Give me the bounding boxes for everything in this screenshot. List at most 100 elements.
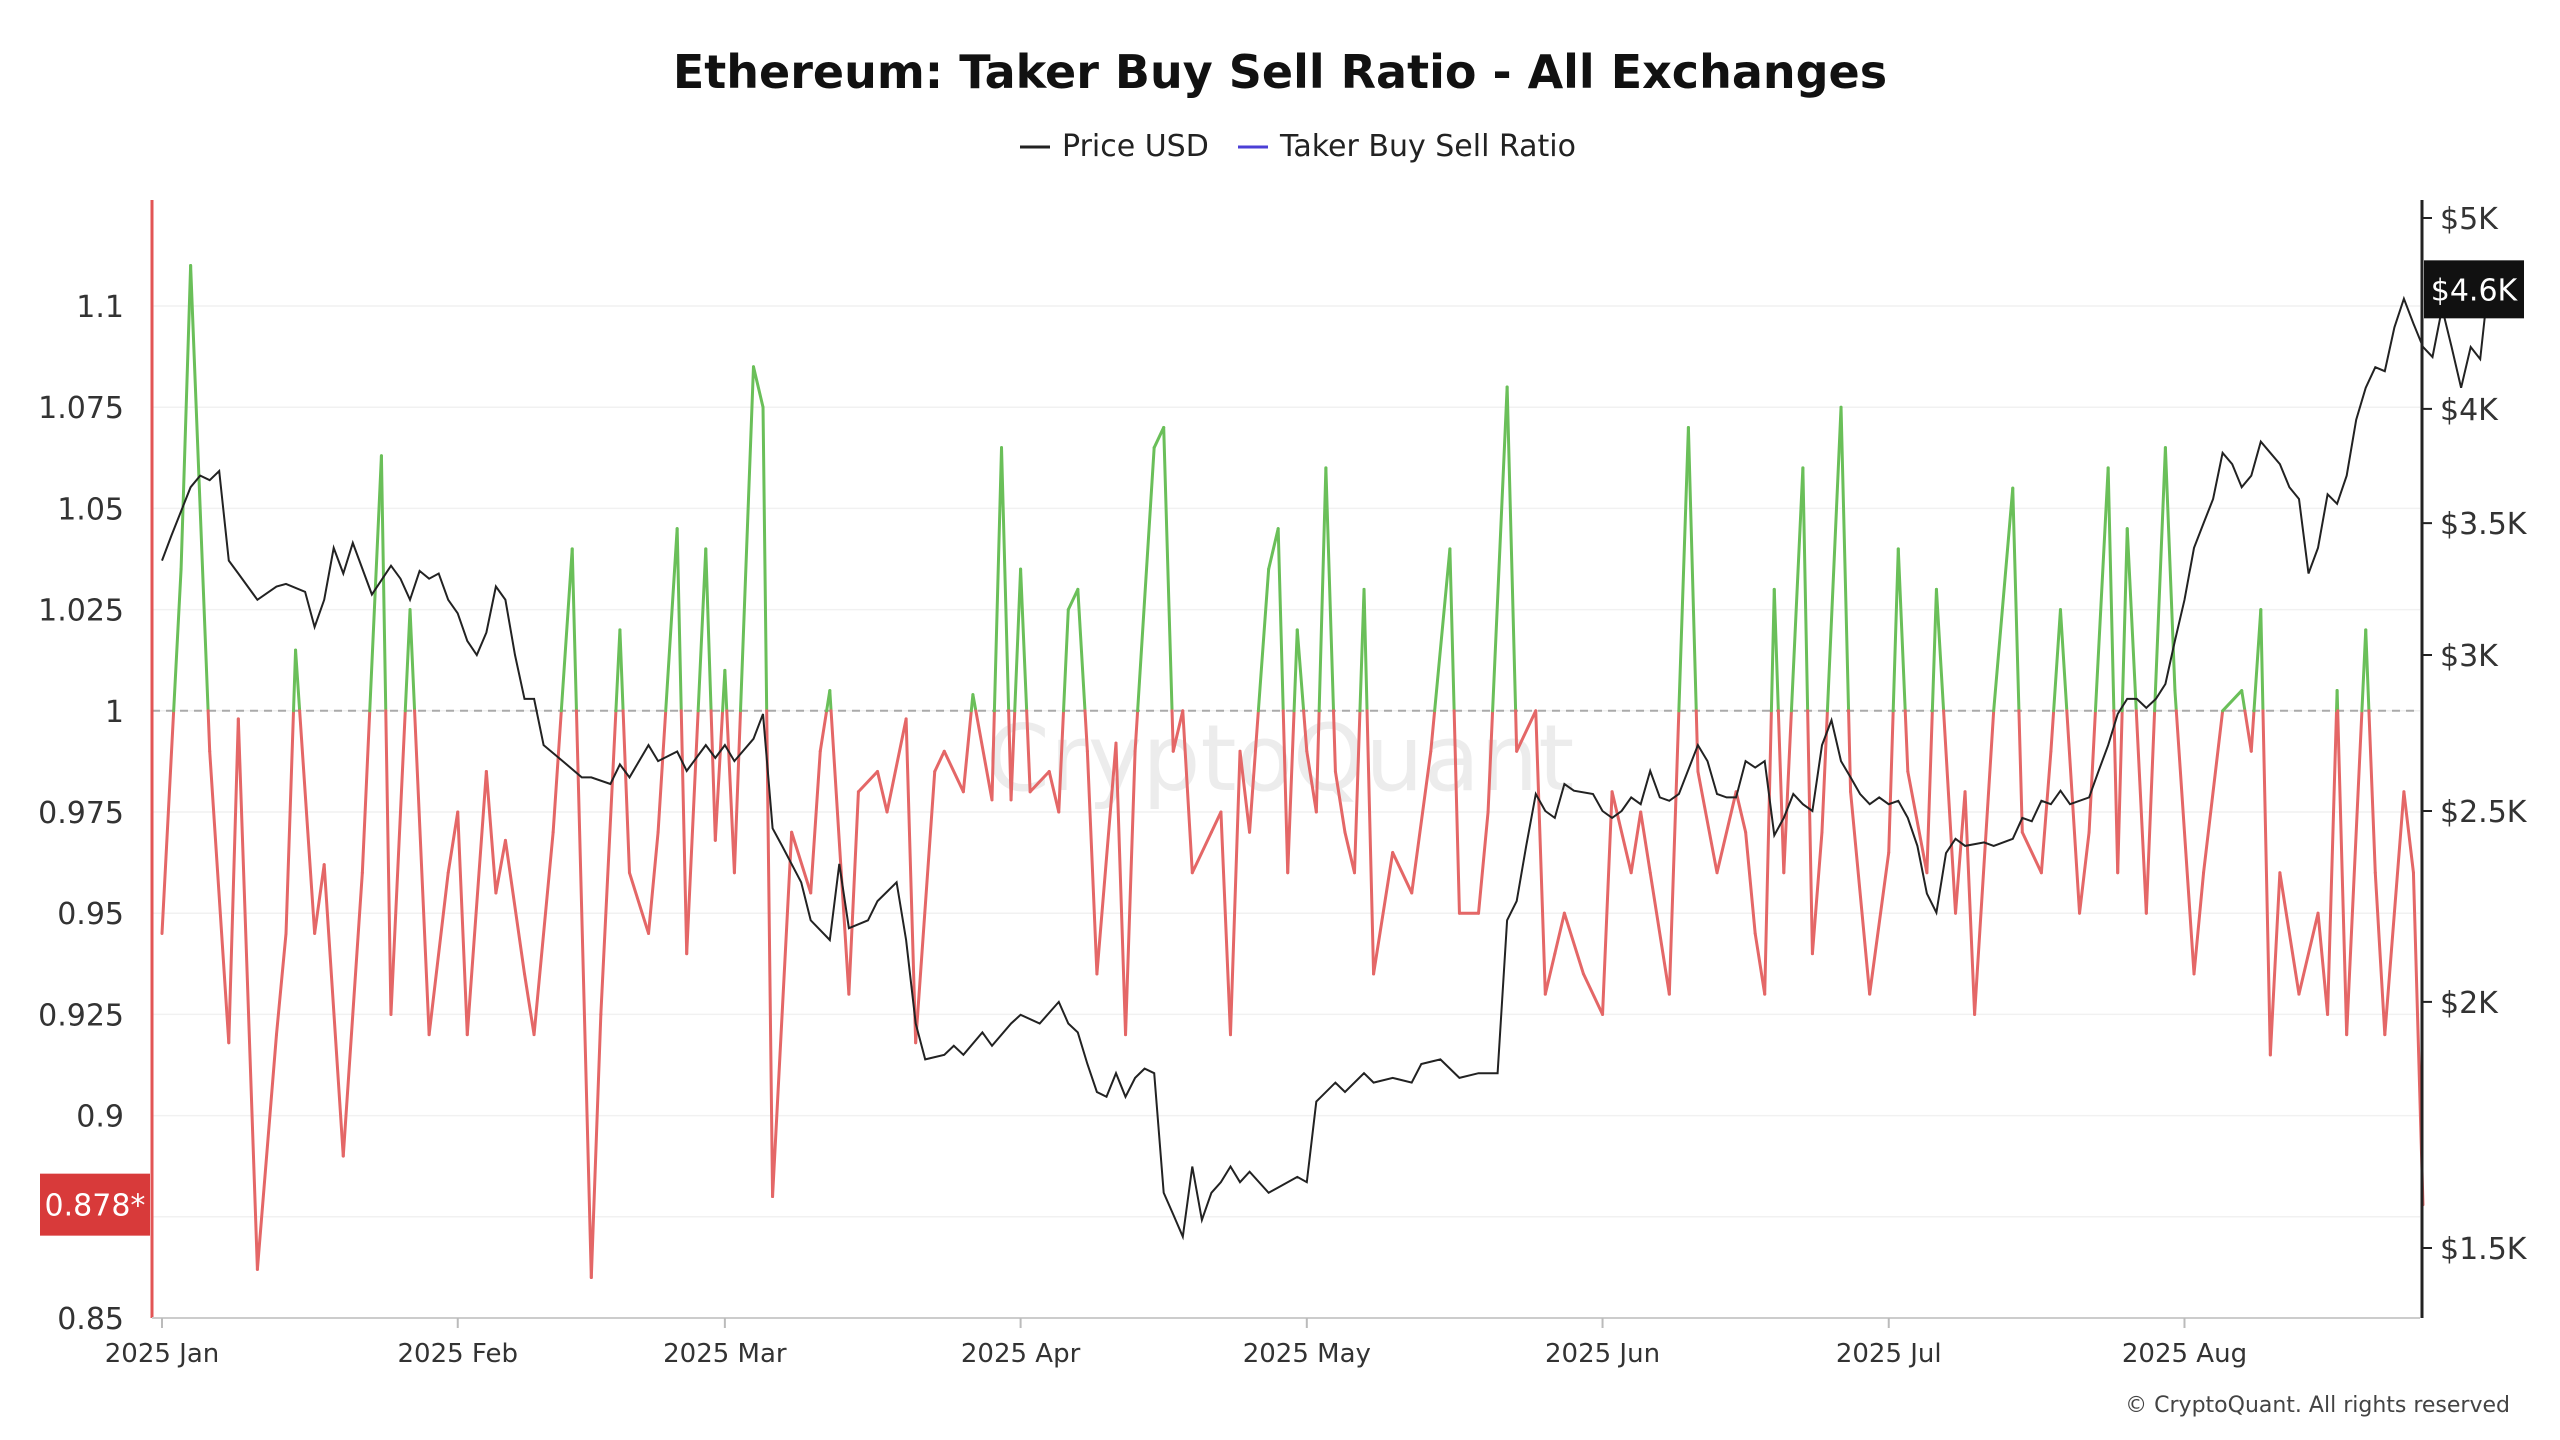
ratio-segment <box>1083 709 1089 753</box>
ratio-segment <box>2078 830 2091 915</box>
ratio-segment <box>255 1033 278 1271</box>
ratio-segment <box>1190 830 1213 875</box>
ratio-segment <box>408 608 417 713</box>
ratio-segment <box>2173 689 2178 713</box>
ratio-segment <box>2261 709 2272 1057</box>
ratio-segment <box>1648 871 1671 996</box>
ratio-segment <box>1810 830 1824 956</box>
ratio-segment <box>1906 770 1929 875</box>
ratio-segment <box>1162 425 1174 713</box>
ratio-segment <box>1715 790 1738 875</box>
ratio-segment <box>2134 709 2148 915</box>
ratio-segment <box>2336 709 2349 1037</box>
ratio-segment <box>704 547 713 713</box>
ratio-segment <box>1452 709 1461 915</box>
ratio-segment <box>2174 709 2196 976</box>
ratio-segment <box>1302 709 1309 753</box>
x-tick-label: 2025 Mar <box>663 1339 787 1369</box>
ratio-segment <box>1677 425 1690 713</box>
ratio-segment <box>664 527 679 713</box>
ratio-segment <box>1515 709 1538 753</box>
legend-ratio-label: Taker Buy Sell Ratio <box>1279 129 1576 164</box>
right-tick-label: $5K <box>2440 202 2499 237</box>
ratio-segment <box>465 770 488 1037</box>
ratio-segment <box>818 709 829 753</box>
ratio-segment <box>809 749 822 895</box>
ratio-segment <box>206 709 212 753</box>
ratio-segment <box>709 709 717 842</box>
ratio-segment <box>172 567 183 713</box>
current-ratio-marker: 0.878* <box>40 1173 150 1236</box>
ratio-segment <box>942 749 965 794</box>
ratio-segment <box>1776 709 1786 875</box>
ratio-segment <box>1372 850 1395 976</box>
ratio-segment <box>360 709 372 875</box>
ratio-segment <box>2364 628 2371 713</box>
ratio-segment <box>1686 425 1698 713</box>
ratio-segment <box>933 749 946 774</box>
ratio-segment <box>1868 850 1891 996</box>
x-tick-label: 2025 May <box>1243 1339 1371 1369</box>
ratio-segment <box>1930 587 1938 713</box>
ratio-segment <box>1181 709 1194 875</box>
ratio-segment <box>2039 749 2053 875</box>
x-tick-label: 2025 Aug <box>2122 1339 2247 1369</box>
ratio-segment <box>1934 587 1946 713</box>
ratio-segment <box>696 547 708 713</box>
copyright: © CryptoQuant. All rights reserved <box>2125 1393 2510 1418</box>
right-tick-label: $2K <box>2440 986 2499 1021</box>
ratio-segment <box>1333 770 1347 834</box>
ratio-segment <box>1076 587 1087 713</box>
ratio-segment <box>1667 709 1681 996</box>
left-axis-ticks: 0.85 0.9 0.925 0.95 0.975 1 1.025 1.05 1.075 1.1 <box>38 290 124 1337</box>
right-tick-label: $1.5K <box>2440 1232 2528 1267</box>
ratio-segment <box>1954 790 1967 915</box>
ratio-segment <box>2278 871 2301 996</box>
ratio-segment <box>1744 830 1757 935</box>
price-series <box>161 268 2520 1241</box>
ratio-segment <box>971 693 978 713</box>
ratio-segment <box>1782 709 1793 875</box>
ratio-segment <box>368 454 383 713</box>
ratio-segment <box>2249 709 2256 753</box>
ratio-segment <box>2221 689 2244 713</box>
ratio-segment <box>1066 587 1080 612</box>
ratio-segment <box>1170 709 1175 753</box>
ratio-segment <box>675 527 683 713</box>
ratio-segment <box>208 749 231 1045</box>
ratio-segment <box>1448 547 1456 713</box>
ratio-segment <box>341 871 364 1158</box>
ratio-segment <box>1095 741 1118 976</box>
ratio-segment <box>1295 628 1306 713</box>
ratio-segment <box>2120 527 2129 713</box>
ratio-segment <box>1514 709 1519 753</box>
ratio-segment <box>1267 527 1280 571</box>
watermark: CryptoQuant <box>986 705 1575 812</box>
left-tick-label: 0.85 <box>57 1302 124 1337</box>
ratio-segment <box>1013 567 1023 713</box>
right-tick-label: $2.5K <box>2440 795 2528 830</box>
current-ratio-box <box>40 1173 150 1236</box>
ratio-segment <box>1429 709 1437 753</box>
ratio-segment <box>621 709 631 875</box>
ratio-segment <box>1694 709 1700 774</box>
ratio-segment <box>2125 527 2138 713</box>
x-tick-label: 2025 Feb <box>398 1339 518 1369</box>
ratio-segment <box>427 871 450 1037</box>
ratio-segment <box>1209 810 1223 834</box>
right-axis-ticks: $1.5K $2K $2.5K $3K $3.5K $4K $5K <box>2422 202 2528 1267</box>
ratio-segment <box>446 810 460 875</box>
ratio-segment <box>1629 810 1643 875</box>
ratio-segment <box>1114 741 1128 1037</box>
ratio-segment <box>413 709 431 1037</box>
right-tick-label: $4K <box>2440 393 2499 428</box>
ratio-segment <box>1806 709 1814 956</box>
ratio-segment <box>961 709 973 794</box>
ratio-segment <box>1317 466 1328 713</box>
ratio-segment <box>2345 709 2364 1037</box>
ratio-segment <box>739 365 755 713</box>
ratio-series <box>160 264 2425 1280</box>
ratio-segment <box>2153 446 2167 713</box>
ratio-segment <box>1324 466 1336 713</box>
ratio-segment <box>847 790 860 996</box>
